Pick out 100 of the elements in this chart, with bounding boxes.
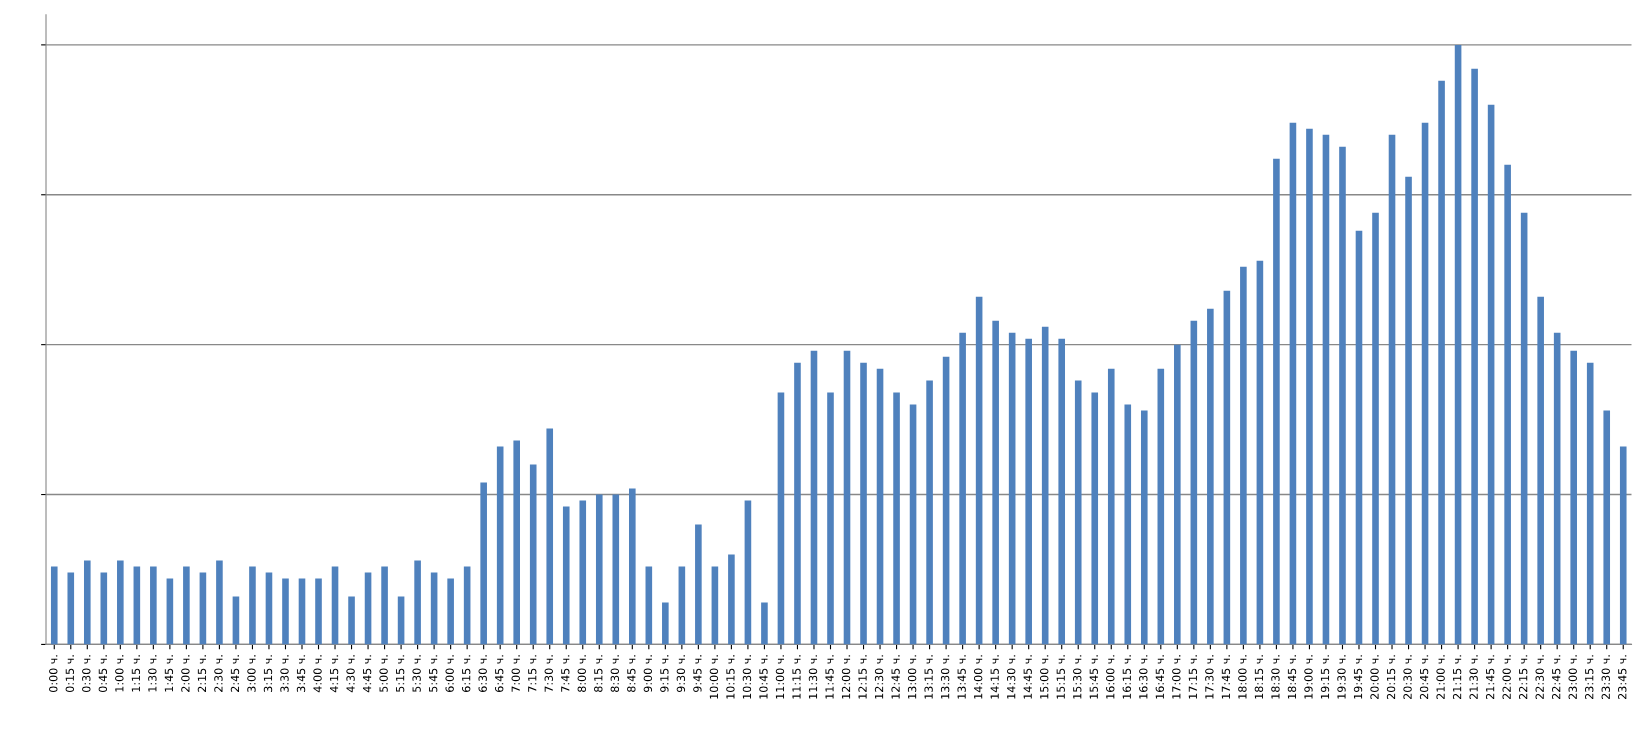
x-tick-label: 21:00 ч.: [1436, 655, 1445, 699]
bar: [1025, 338, 1032, 645]
x-tick-label: 10:15 ч.: [726, 655, 735, 699]
bar: [777, 392, 785, 645]
bar: [744, 500, 752, 645]
bar: [513, 440, 520, 645]
x-tick-label: 20:00 ч.: [1370, 655, 1379, 699]
x-tick-label: 2:45 ч.: [230, 655, 240, 692]
x-tick-label: 9:00 ч.: [643, 655, 653, 693]
bar: [150, 566, 157, 645]
x-tick-label: 6:45 ч.: [495, 655, 504, 692]
bar: [695, 524, 702, 645]
bar: [1041, 326, 1049, 645]
bar: [397, 596, 405, 645]
x-tick-label: 9:30 ч.: [676, 655, 686, 693]
x-tick-label: 0:45 ч.: [98, 655, 108, 692]
x-tick-label: 21:30 ч.: [1469, 655, 1478, 699]
x-tick-label: 2:30 ч.: [214, 655, 223, 692]
bar: [843, 350, 851, 645]
bar: [133, 566, 141, 645]
x-tick-label: 14:15 ч.: [990, 655, 999, 699]
bar: [381, 566, 388, 645]
x-tick-label: 11:00 ч.: [775, 655, 785, 699]
x-tick-label: 19:45 ч.: [1353, 655, 1363, 699]
bar: [447, 578, 454, 645]
x-tick-label: 12:30 ч.: [874, 655, 884, 699]
x-tick-label: 16:15 ч.: [1122, 655, 1131, 699]
x-tick-label: 1:15 ч.: [131, 655, 141, 692]
x-tick-label: 12:15 ч.: [858, 655, 867, 699]
x-tick-label: 19:15 ч.: [1320, 655, 1330, 699]
bar: [348, 596, 355, 645]
bar: [1124, 404, 1132, 645]
bar: [1107, 368, 1115, 645]
x-tick-label: 15:30 ч.: [1073, 655, 1082, 699]
x-tick-label: 18:45 ч.: [1287, 655, 1297, 699]
x-tick-label: 19:00 ч.: [1304, 655, 1313, 699]
bar: [579, 500, 587, 645]
x-tick-label: 4:30 ч.: [346, 655, 355, 693]
x-tick-label: 17:30 ч.: [1205, 655, 1214, 699]
bar: [1405, 176, 1412, 645]
bar: [860, 362, 867, 645]
x-tick-label: 0:00 ч.: [49, 655, 58, 692]
x-tick-label: 16:45 ч.: [1155, 655, 1165, 699]
bar: [1553, 332, 1561, 645]
x-tick-label: 5:30 ч.: [412, 655, 421, 692]
x-tick-label: 17:00 ч.: [1172, 655, 1181, 699]
bar: [249, 566, 256, 645]
bar: [761, 602, 768, 645]
bar: [463, 566, 471, 645]
bar: [1388, 134, 1396, 645]
bar: [926, 380, 933, 645]
x-tick-label: 21:15 ч.: [1452, 655, 1462, 699]
bar: [629, 488, 636, 645]
x-tick-label: 20:15 ч.: [1386, 655, 1396, 699]
bar: [1306, 128, 1313, 645]
bar: [612, 494, 620, 645]
bar: [909, 404, 917, 645]
x-tick-label: 3:00 ч.: [247, 655, 256, 692]
bar: [711, 566, 719, 645]
bar: [876, 368, 884, 645]
bar: [1207, 308, 1214, 645]
x-tick-label: 0:30 ч.: [82, 655, 91, 692]
bar: [414, 560, 421, 645]
x-tick-label: 3:45 ч.: [296, 655, 306, 692]
bar: [331, 566, 339, 645]
bar: [595, 494, 603, 645]
bar: [645, 566, 653, 645]
x-tick-label: 6:00 ч.: [445, 655, 454, 692]
x-tick-label: 22:45 ч.: [1552, 655, 1561, 699]
x-tick-label: 23:30 ч.: [1601, 655, 1610, 699]
bar: [546, 428, 554, 645]
x-tick-label: 5:15 ч.: [396, 655, 405, 692]
bar: [430, 572, 438, 645]
x-tick-label: 21:45 ч.: [1485, 655, 1495, 699]
bar: [1289, 122, 1297, 645]
bar: [100, 572, 108, 645]
bar: [216, 560, 223, 645]
bar: [1454, 44, 1462, 645]
x-tick-label: 15:15 ч.: [1056, 655, 1065, 699]
x-tick-label: 8:15 ч.: [594, 655, 603, 692]
bar: [1256, 260, 1264, 645]
x-tick-label: 3:30 ч.: [280, 655, 289, 692]
bar: [810, 350, 818, 645]
bar: [794, 362, 801, 645]
bar: [1570, 350, 1577, 645]
bar: [1240, 266, 1247, 645]
bar: [1520, 212, 1528, 645]
x-tick-label: 4:45 ч.: [363, 655, 372, 693]
bar: [827, 392, 834, 645]
bar: [232, 596, 240, 645]
bar: [728, 554, 735, 645]
x-tick-label: 7:30 ч.: [544, 655, 553, 692]
bar: [1504, 164, 1511, 645]
bar: [199, 572, 207, 645]
x-tick-label: 1:30 ч.: [148, 655, 157, 692]
bar: [959, 332, 966, 645]
x-tick-label: 4:15 ч.: [329, 655, 339, 693]
bar: [562, 506, 570, 645]
bar: [1190, 320, 1198, 645]
x-tick-label: 9:15 ч.: [660, 655, 669, 693]
